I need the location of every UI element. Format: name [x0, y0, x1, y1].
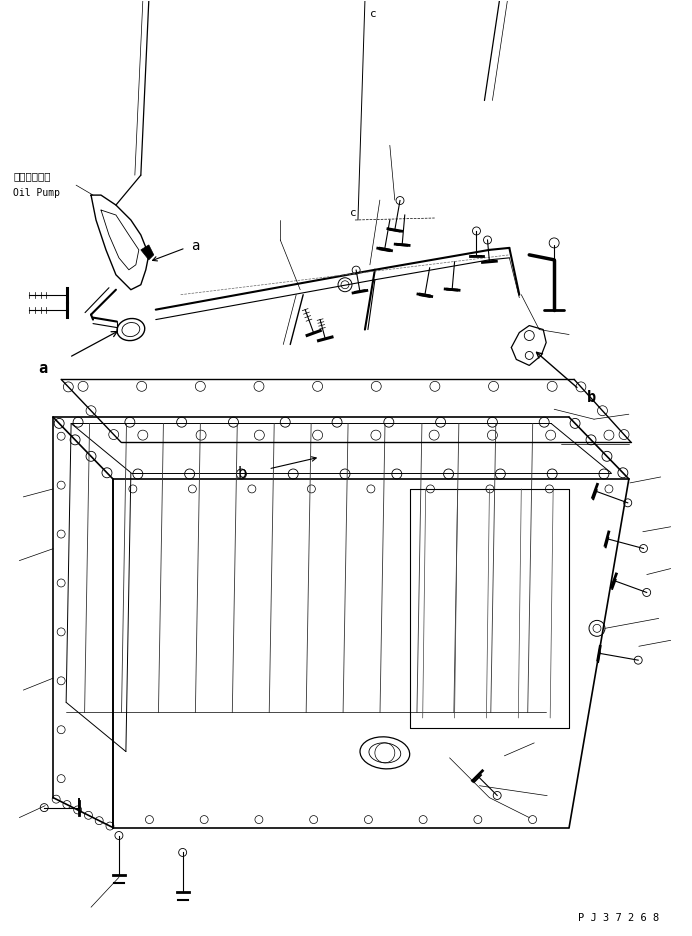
Text: b: b: [587, 389, 596, 404]
Text: a: a: [190, 239, 199, 253]
Text: b: b: [238, 466, 247, 481]
Text: オイルポンプ: オイルポンプ: [13, 171, 51, 181]
Text: P J 3 7 2 6 8: P J 3 7 2 6 8: [579, 913, 659, 922]
Text: Oil Pump: Oil Pump: [13, 188, 60, 197]
Text: a: a: [39, 360, 48, 375]
Text: c: c: [350, 208, 357, 218]
Text: c: c: [370, 8, 376, 19]
Polygon shape: [141, 245, 154, 260]
